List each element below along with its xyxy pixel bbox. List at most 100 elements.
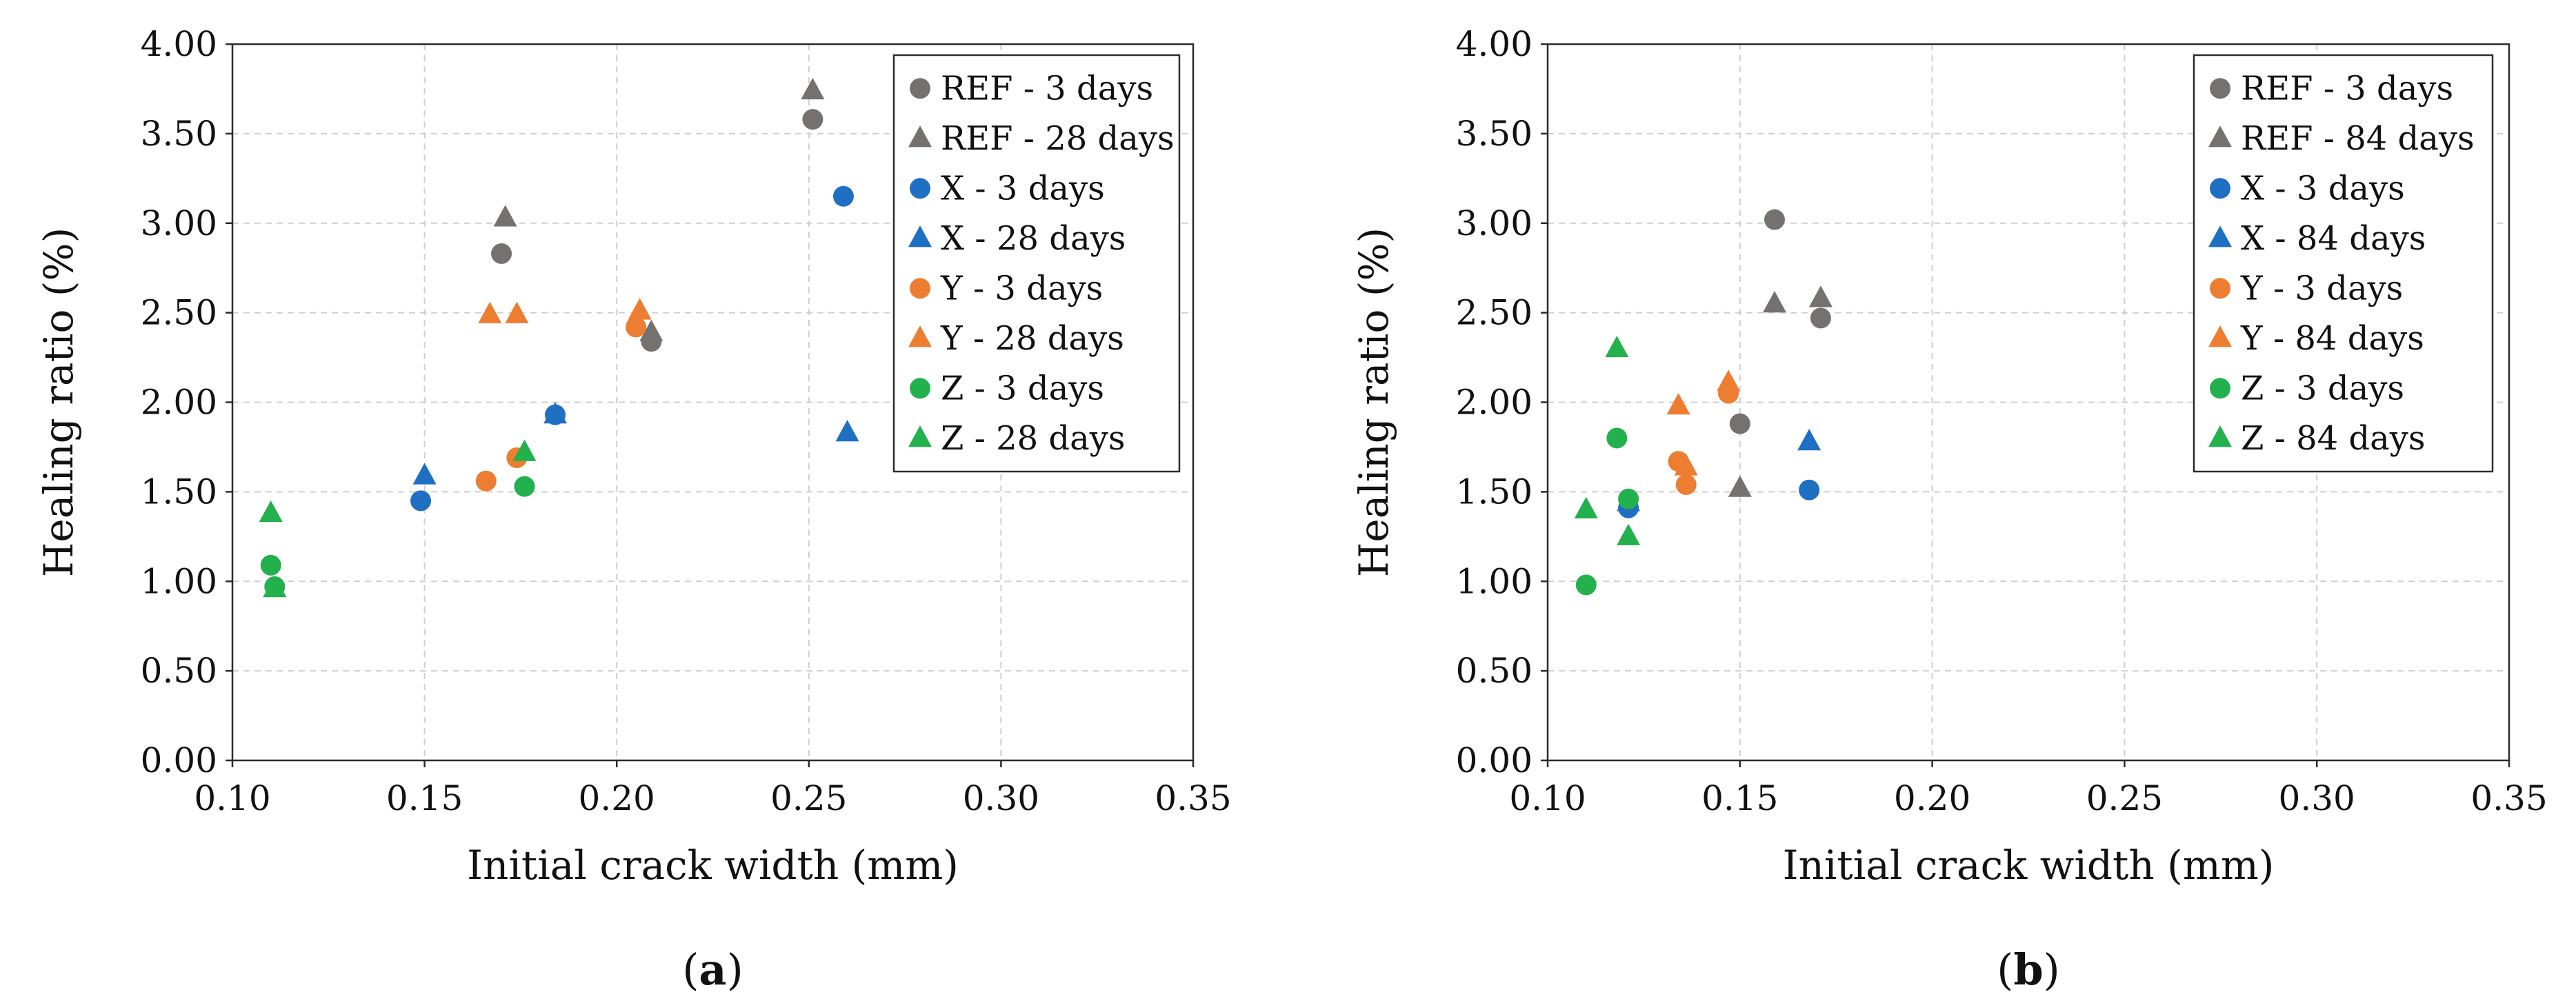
data-point: [412, 463, 437, 485]
y-tick-label: 0.00: [1456, 740, 1532, 780]
legend-marker: [908, 325, 932, 347]
legend-box: [892, 54, 1181, 473]
x-tick-label: 0.35: [2470, 778, 2547, 818]
data-point: [1762, 291, 1786, 313]
x-tick-label: 0.35: [1155, 778, 1231, 818]
x-tick-label: 0.15: [1701, 778, 1778, 818]
y-tick-label: 0.50: [1456, 651, 1532, 691]
legend-entry: X - 84 days: [2241, 219, 2426, 258]
y-tick-label: 4.00: [141, 24, 217, 64]
series-3: [1617, 429, 1821, 512]
legend-marker: [2210, 378, 2230, 399]
data-point: [1666, 393, 1690, 415]
y-axis-label: Healing ratio (%): [35, 228, 82, 577]
series-1: [1728, 285, 1833, 497]
legend-marker: [2210, 78, 2230, 99]
y-tick-label: 0.50: [141, 651, 217, 691]
legend-marker: [2210, 178, 2230, 199]
data-point: [1606, 427, 1628, 449]
data-point: [1808, 285, 1833, 307]
legend-entry: Z - 28 days: [941, 419, 1126, 458]
legend-marker: [910, 78, 930, 99]
legend-marker: [2208, 425, 2232, 447]
series-5: [478, 298, 652, 323]
data-point: [626, 316, 647, 338]
legend-entry: Z - 84 days: [2241, 419, 2426, 458]
series-5: [1666, 370, 1741, 476]
data-point: [1574, 496, 1598, 518]
chart-panel-b: 0.10 0.15 0.20 0.25 0.30 0.35 0.00 0.50 1.00 1.50…: [1350, 24, 2548, 995]
legend-marker: [2210, 278, 2230, 299]
legend: REF - 3 days REF - 84 days X - 3 days X - 8…: [2193, 54, 2494, 473]
data-point: [259, 500, 283, 523]
legend-entry: REF - 84 days: [2241, 119, 2475, 158]
data-point: [1605, 335, 1629, 358]
data-point: [1799, 479, 1820, 501]
series-1: [493, 77, 825, 341]
legend-marker: [2208, 125, 2232, 148]
y-tick-label: 1.00: [141, 561, 217, 601]
x-tick-label: 0.30: [2279, 778, 2355, 818]
series-7: [259, 439, 537, 598]
data-point: [478, 301, 502, 323]
x-tick-label: 0.25: [770, 778, 847, 818]
y-tick-label: 3.00: [1456, 203, 1532, 243]
panel-letter: a: [699, 944, 726, 995]
series-3: [412, 402, 859, 485]
legend-entry: REF - 3 days: [941, 69, 1153, 108]
y-tick-label: 3.00: [141, 203, 217, 243]
series-0: [1729, 209, 1831, 434]
y-tick-label: 1.50: [1456, 472, 1532, 512]
data-point: [410, 490, 432, 512]
data-point: [543, 402, 568, 424]
y-tick-label: 1.50: [141, 472, 217, 512]
series-2: [1618, 479, 1820, 518]
legend-entry: Y - 3 days: [940, 269, 1103, 307]
y-tick-label: 3.50: [1456, 114, 1532, 154]
legend-entry: REF - 3 days: [2241, 69, 2453, 108]
legend-marker: [2208, 225, 2232, 247]
y-tick-label: 4.00: [1456, 24, 1532, 64]
data-point: [493, 205, 517, 227]
y-tick-label: 2.50: [141, 293, 217, 333]
data-point: [1575, 574, 1597, 596]
legend-marker: [910, 278, 930, 299]
x-tick-label: 0.20: [1894, 778, 1970, 818]
series-2: [410, 185, 854, 512]
legend: REF - 3 days REF - 28 days X - 3 days X - 2…: [892, 54, 1181, 473]
x-tick-label: 0.25: [2086, 778, 2163, 818]
legend-entry: Z - 3 days: [941, 369, 1104, 407]
legend-entry: Y - 84 days: [2240, 319, 2424, 358]
data-point: [802, 109, 823, 130]
y-tick-label: 2.00: [1456, 383, 1532, 423]
data-point: [260, 554, 281, 576]
data-point: [1717, 370, 1741, 392]
y-tick-label: 1.00: [1456, 561, 1532, 601]
legend-marker: [908, 125, 932, 148]
series-6: [260, 476, 535, 598]
chart-panel-a: 0.10 0.15 0.20 0.25 0.30 0.35 0.00 0.50 1.00 1.50…: [35, 24, 1232, 995]
data-point: [628, 298, 652, 320]
data-point: [512, 439, 537, 461]
legend-marker: [2208, 325, 2232, 347]
panel-label: (b): [1997, 944, 2060, 995]
legend-box: [2193, 54, 2494, 473]
data-point: [1810, 307, 1831, 329]
data-point: [835, 420, 859, 442]
x-tick-label: 0.10: [1509, 778, 1586, 818]
data-point: [1674, 454, 1698, 476]
data-point: [505, 301, 529, 323]
legend-marker: [910, 378, 930, 399]
x-axis-label: Initial crack width (mm): [1783, 842, 2275, 889]
x-axis-label: Initial crack width (mm): [467, 842, 959, 889]
legend-entry: X - 28 days: [941, 219, 1126, 258]
data-point: [1675, 474, 1697, 495]
y-tick-label: 0.00: [141, 740, 217, 780]
x-tick-label: 0.15: [386, 778, 463, 818]
legend-entry: X - 3 days: [941, 169, 1105, 208]
legend-marker: [908, 425, 932, 447]
series-0: [491, 109, 823, 352]
data-point: [832, 185, 854, 207]
data-point: [1797, 429, 1821, 451]
